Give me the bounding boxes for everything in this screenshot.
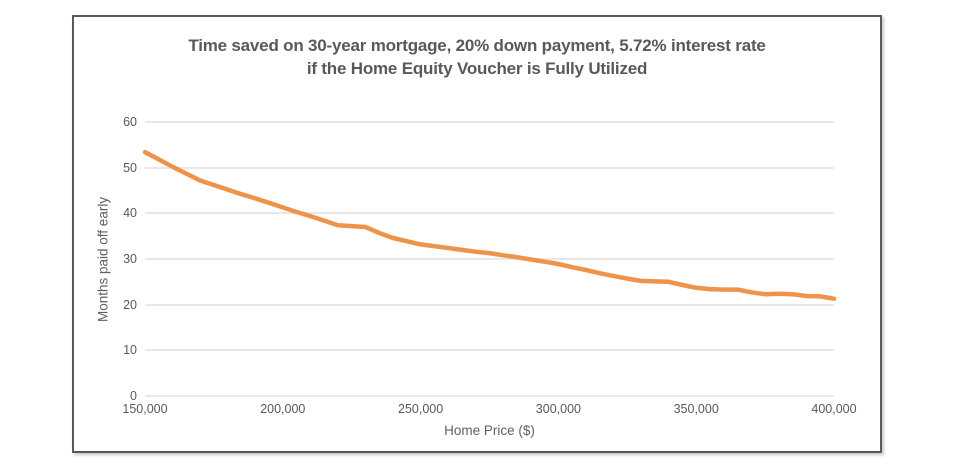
- y-gridline: [145, 121, 834, 123]
- y-gridline: [145, 166, 834, 169]
- x-axis-title: Home Price ($): [444, 423, 535, 438]
- x-tick-label: 300,000: [535, 402, 581, 416]
- series-line: [142, 149, 837, 301]
- x-tick-label: 350,000: [673, 402, 719, 416]
- y-axis-tick-labels: 0 10 20 30 40 50 60: [74, 115, 137, 403]
- x-tick-label: 150,000: [122, 402, 168, 416]
- x-tick-label: 250,000: [398, 402, 444, 416]
- chart-title-line-2: if the Home Equity Voucher is Fully Util…: [306, 59, 648, 78]
- y-tick-label: 30: [123, 252, 137, 266]
- y-tick-label: 20: [123, 297, 137, 312]
- y-tick-label: 0: [130, 389, 137, 403]
- chart-title-line-1: Time saved on 30-year mortgage, 20% down…: [188, 36, 766, 55]
- x-axis-tick-labels: 150,000 200,000 250,000 300,000 350,000 400,0…: [122, 402, 856, 420]
- y-gridline: [145, 258, 834, 260]
- y-gridline: [145, 395, 834, 397]
- y-tick-label: 40: [123, 206, 137, 221]
- x-tick-label: 400,000: [811, 402, 857, 416]
- y-gridline: [145, 303, 834, 306]
- plot-area: [142, 121, 837, 397]
- x-tick-label: 200,000: [260, 402, 306, 416]
- y-tick-label: 60: [123, 115, 137, 129]
- y-gridline: [145, 349, 834, 352]
- line-chart-canvas: [142, 149, 837, 301]
- y-tick-label: 50: [123, 160, 137, 175]
- y-tick-label: 10: [123, 343, 137, 358]
- chart-title: Time saved on 30-year mortgage, 20% down…: [74, 34, 880, 80]
- chart-panel: Time saved on 30-year mortgage, 20% down…: [72, 15, 882, 453]
- y-gridline: [145, 212, 834, 215]
